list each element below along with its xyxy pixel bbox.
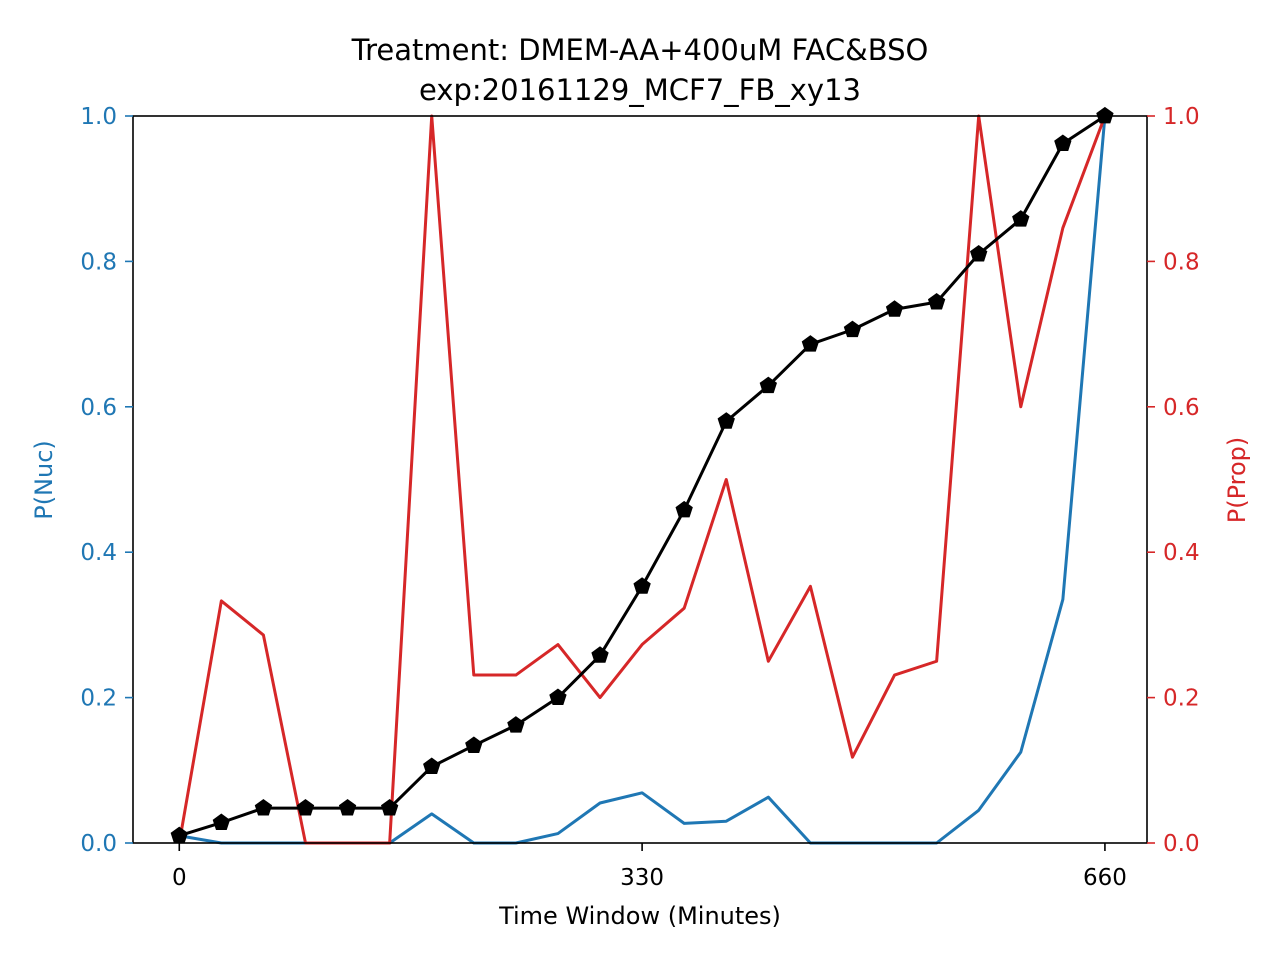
series-2-point-21 bbox=[1054, 134, 1072, 151]
series-2-point-17 bbox=[885, 300, 904, 317]
series-2-point-1 bbox=[212, 813, 231, 831]
series-2-point-19 bbox=[970, 245, 988, 262]
y-right-tick-label-5: 1.0 bbox=[1163, 104, 1200, 130]
series-2-point-9 bbox=[549, 688, 567, 705]
series-2-point-0 bbox=[170, 826, 188, 844]
x-tick-label-1: 330 bbox=[620, 865, 664, 891]
series-2-point-10 bbox=[591, 646, 609, 663]
series-2-point-22 bbox=[1096, 106, 1114, 124]
y-left-tick-label-0: 0.0 bbox=[80, 831, 117, 857]
y-left-tick-label-1: 0.2 bbox=[80, 686, 117, 712]
series-2-point-15 bbox=[801, 335, 820, 352]
series-line-0 bbox=[179, 115, 1107, 845]
y-right-tick-label-2: 0.4 bbox=[1163, 540, 1200, 566]
series-2-point-11 bbox=[633, 577, 651, 594]
chart-subtitle: exp:20161129_MCF7_FB_xy13 bbox=[419, 73, 861, 107]
series-2-point-2 bbox=[254, 798, 273, 816]
x-axis-label: Time Window (Minutes) bbox=[498, 902, 781, 930]
series-2-point-8 bbox=[507, 716, 525, 733]
series-2-point-3 bbox=[296, 798, 315, 816]
x-tick-label-2: 660 bbox=[1083, 865, 1127, 891]
series-2-point-14 bbox=[759, 376, 777, 394]
series-2-point-16 bbox=[843, 320, 862, 338]
x-tick-label-0: 0 bbox=[172, 865, 187, 891]
series-2-point-5 bbox=[380, 798, 399, 816]
series-2-point-7 bbox=[465, 736, 483, 753]
y-right-tick-label-1: 0.2 bbox=[1163, 686, 1200, 712]
y-right-tick-label-3: 0.6 bbox=[1163, 395, 1200, 421]
series-line-1 bbox=[177, 114, 1107, 845]
series-2-point-13 bbox=[717, 412, 735, 429]
series-2-point-12 bbox=[675, 500, 693, 518]
series-line-2 bbox=[178, 114, 1106, 838]
plot-frame bbox=[132, 115, 1148, 844]
series-2-point-4 bbox=[338, 798, 357, 816]
chart-title: Treatment: DMEM-AA+400uM FAC&BSO bbox=[351, 33, 929, 67]
series-layer bbox=[170, 106, 1114, 845]
series-2-point-20 bbox=[1012, 210, 1030, 227]
y-left-tick-label-4: 0.8 bbox=[80, 249, 117, 275]
y-left-tick-label-3: 0.6 bbox=[80, 395, 117, 421]
y-left-tick-label-5: 1.0 bbox=[80, 104, 117, 130]
y-left-tick-label-2: 0.4 bbox=[80, 540, 117, 566]
y-axis-label-left: P(Nuc) bbox=[30, 440, 58, 520]
y-axis-label-right: P(Prop) bbox=[1223, 437, 1251, 524]
axes-layer: 0 330 660 0.0 0.2 0.4 0.6 0.8 1.0 0.0 0.2 0.4 0.6 0.8… bbox=[80, 104, 1199, 891]
series-2-point-6 bbox=[423, 757, 441, 775]
y-right-tick-label-4: 0.8 bbox=[1163, 249, 1200, 275]
y-right-tick-label-0: 0.0 bbox=[1163, 831, 1200, 857]
series-2-point-18 bbox=[927, 292, 946, 310]
